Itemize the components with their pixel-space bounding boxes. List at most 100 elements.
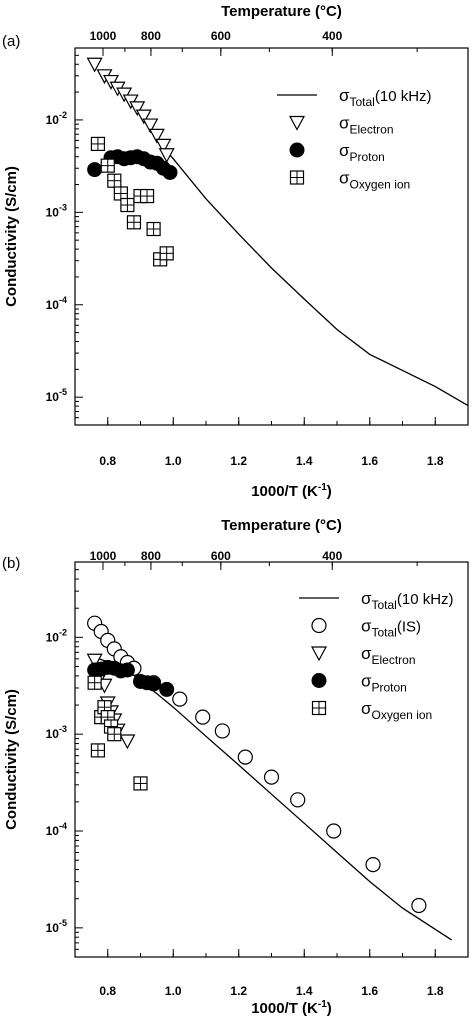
data-point <box>146 676 162 692</box>
data-point <box>162 164 178 180</box>
legend-entry: σTotal(10 kHz) <box>339 86 432 109</box>
legend-entry: σTotal(IS) <box>361 617 421 640</box>
x-tick-label: 1.8 <box>427 454 444 468</box>
x-tick-label: 1.6 <box>361 984 378 998</box>
legend: σTotal(10 kHz) σTotal(IS) σElectron σProton… <box>299 589 454 722</box>
y-tick-label: 10-3 <box>46 202 67 219</box>
chart-panel-1: (a) 0.8 1.0 1.2 1.4 1.6 1.8 1000/T (K-1) Tempera… <box>2 3 469 500</box>
data-point <box>87 162 103 178</box>
top-tick-label: 800 <box>141 29 161 43</box>
top-tick-label: 400 <box>322 549 342 563</box>
data-point <box>365 856 381 873</box>
x-tick-label: 1.4 <box>296 454 313 468</box>
series-total-10khz <box>94 656 452 941</box>
top-axis-title: Temperature (°C) <box>221 517 342 534</box>
data-point <box>159 246 174 261</box>
data-point <box>113 186 128 201</box>
legend-key-marker <box>289 142 305 158</box>
legend-key-marker <box>311 617 327 634</box>
y-tick-label: 10-2 <box>46 627 67 644</box>
data-point <box>107 173 122 188</box>
data-point <box>119 662 135 678</box>
data-point <box>146 221 161 237</box>
data-point <box>148 128 165 144</box>
legend-entry: σTotal(10 kHz) <box>361 589 454 612</box>
legend-key-marker <box>310 646 328 662</box>
series-oxygen-ion <box>90 136 174 267</box>
panel-label: (a) <box>2 33 20 50</box>
legend-entry: σProton <box>339 141 385 164</box>
y-axis-title: Conductivity (S/cm) <box>3 689 20 830</box>
data-point <box>214 723 230 739</box>
x-tick-label: 1.8 <box>427 984 444 998</box>
x-tick-label: 0.8 <box>99 454 116 468</box>
data-point <box>263 769 280 785</box>
y-tick-label: 10-5 <box>46 387 67 404</box>
legend-entry: σElectron <box>339 114 394 137</box>
data-point <box>100 158 115 173</box>
series-total-10khz <box>159 143 469 407</box>
x-tick-label: 1.0 <box>165 984 182 998</box>
data-point <box>159 681 175 697</box>
legend: σTotal(10 kHz) σElectron σProton σOxygen io… <box>277 86 432 192</box>
x-tick-label: 1.2 <box>230 984 247 998</box>
top-tick-label: 400 <box>322 29 342 43</box>
series-line <box>159 143 469 407</box>
y-axis-title: Conductivity (S/cm) <box>3 166 20 307</box>
top-tick-label: 1000 <box>90 29 117 43</box>
data-point <box>87 675 102 690</box>
legend-entry: σOxygen ion <box>361 699 432 722</box>
y-tick-label: 10-2 <box>46 110 67 127</box>
x-tick-label: 1.6 <box>361 454 378 468</box>
data-point <box>411 897 427 914</box>
legend-key-marker <box>289 170 305 185</box>
top-tick-label: 1000 <box>90 549 117 563</box>
legend-entry: σOxygen ion <box>339 169 410 192</box>
data-point <box>133 776 148 791</box>
x-tick-label: 1.4 <box>296 984 313 998</box>
legend-key-marker <box>288 115 306 131</box>
y-tick-label: 10-4 <box>46 295 67 312</box>
panel-label: (b) <box>2 555 20 572</box>
x-axis-title: 1000/T (K-1) <box>251 999 332 1017</box>
data-point <box>158 148 175 164</box>
data-point <box>139 188 155 204</box>
x-tick-label: 1.0 <box>165 454 182 468</box>
data-point <box>142 118 159 134</box>
data-point <box>326 823 342 839</box>
series-electron <box>86 57 175 164</box>
data-point <box>135 109 152 125</box>
data-point <box>120 197 135 213</box>
legend-key-marker <box>311 673 327 688</box>
data-point <box>195 709 211 725</box>
data-point <box>237 749 253 765</box>
data-point <box>126 215 142 230</box>
series-line <box>94 656 452 941</box>
y-tick-label: 10-3 <box>46 724 67 741</box>
x-tick-label: 0.8 <box>99 984 116 998</box>
data-point <box>290 792 306 808</box>
top-tick-label: 800 <box>141 549 161 563</box>
legend-entry: σProton <box>361 672 407 695</box>
chart-panel-2: (b) 0.8 1.0 1.2 1.4 1.6 1.8 1000/T (K-1) Tempera… <box>2 517 469 1017</box>
data-point <box>107 727 122 742</box>
y-tick-label: 10-5 <box>46 918 67 935</box>
data-point <box>129 101 146 117</box>
data-point <box>155 138 172 154</box>
data-point <box>86 57 103 73</box>
legend-key-marker <box>311 700 327 716</box>
data-point <box>172 691 188 707</box>
x-axis-title: 1000/T (K-1) <box>251 482 332 500</box>
y-tick-label: 10-4 <box>46 821 67 838</box>
data-point <box>90 136 106 152</box>
top-tick-label: 600 <box>211 549 231 563</box>
legend-entry: σElectron <box>361 644 416 667</box>
data-point <box>90 743 106 758</box>
data-point <box>86 653 103 669</box>
series-proton <box>87 659 175 697</box>
x-tick-label: 1.2 <box>230 454 247 468</box>
top-axis-title: Temperature (°C) <box>221 3 342 20</box>
top-tick-label: 600 <box>211 29 231 43</box>
data-point <box>119 734 136 750</box>
